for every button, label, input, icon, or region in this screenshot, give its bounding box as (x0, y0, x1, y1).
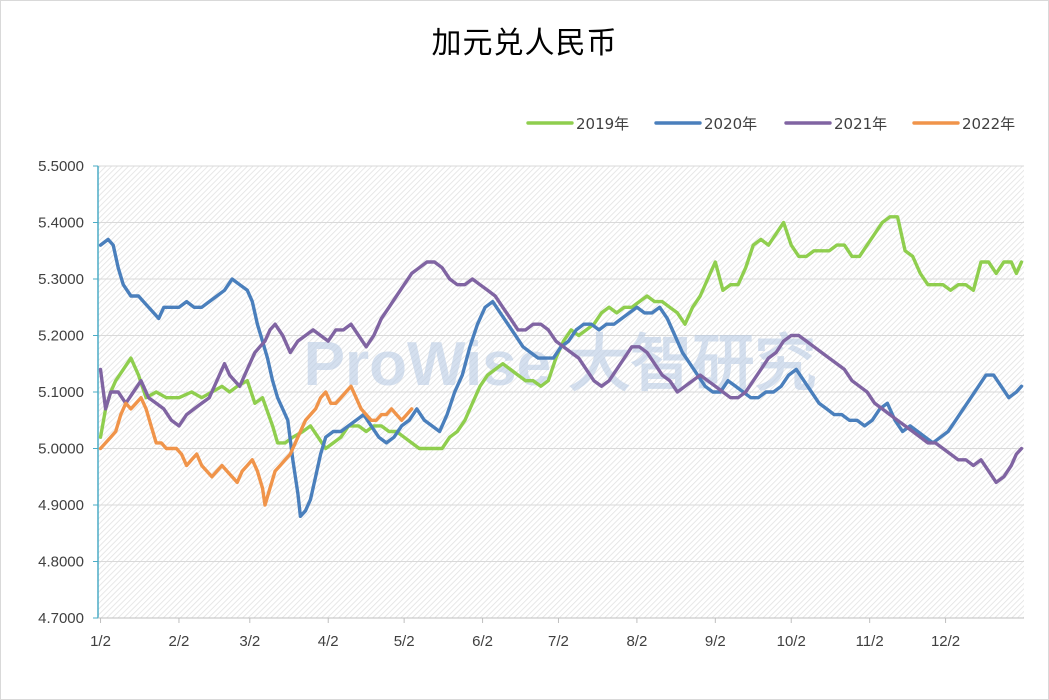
y-tick-label: 4.9000 (38, 497, 84, 514)
legend: 2019年 2020年 2021年 2022年 (526, 115, 1015, 133)
series-line-4 (98, 384, 414, 507)
y-tick-label: 5.4000 (38, 215, 84, 232)
series-lines (98, 215, 1024, 518)
x-tick-label: 9/2 (705, 633, 726, 650)
x-tick-label: 11/2 (856, 633, 884, 650)
x-tick-label: 6/2 (472, 633, 493, 650)
chart-title: 加元兑人民币 (431, 26, 618, 61)
y-tick-label: 4.7000 (38, 610, 84, 627)
y-tick-label: 4.8000 (38, 554, 84, 571)
y-tick-label: 5.2000 (38, 328, 84, 345)
x-tick-label: 8/2 (626, 633, 647, 650)
x-tick-label: 12/2 (931, 633, 960, 650)
y-tick-label: 5.1000 (38, 384, 84, 401)
watermark-text: ProWise 大智研究 (304, 330, 817, 399)
y-axis-ticks: 5.5000 5.4000 5.3000 5.2000 5.1000 5.0000 4.90… (38, 158, 84, 627)
watermark: ProWise 大智研究 (304, 330, 817, 399)
gridlines (98, 165, 1024, 619)
series-line-2 (98, 237, 1024, 518)
y-tick-label: 5.0000 (38, 441, 84, 458)
x-tick-label: 3/2 (239, 633, 260, 650)
legend-label: 2020年 (704, 115, 757, 133)
x-tick-label: 2/2 (169, 633, 190, 650)
x-tick-label: 5/2 (394, 633, 415, 650)
y-tick-label: 5.3000 (38, 271, 84, 288)
legend-label: 2022年 (962, 115, 1015, 133)
x-axis-ticks: 1/2 2/2 3/2 4/2 5/2 6/2 7/2 8/2 9/2 10/2 11/2 12/2 (90, 633, 960, 650)
legend-label: 2019年 (576, 115, 629, 133)
y-tick-label: 5.5000 (38, 158, 84, 175)
series-line-3 (98, 260, 1024, 485)
x-tick-label: 7/2 (548, 633, 569, 650)
legend-label: 2021年 (834, 115, 887, 133)
x-tick-label: 1/2 (90, 633, 111, 650)
x-tick-label: 10/2 (777, 633, 806, 650)
x-tick-label: 4/2 (318, 633, 339, 650)
axes (93, 165, 1024, 623)
